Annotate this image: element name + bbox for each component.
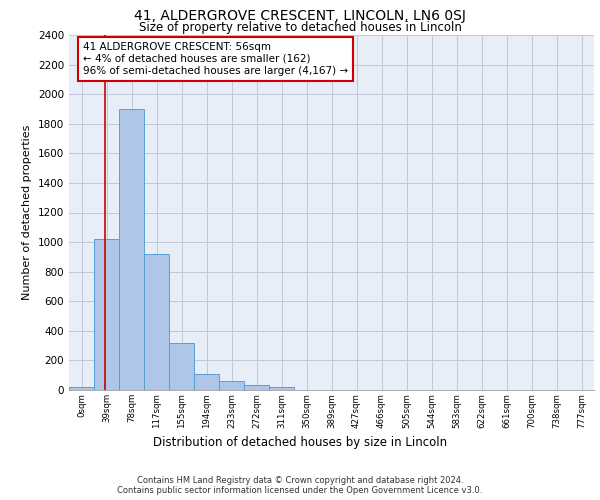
Bar [244, 385, 269, 390]
Bar [269, 387, 294, 390]
Y-axis label: Number of detached properties: Number of detached properties [22, 125, 32, 300]
Text: 41, ALDERGROVE CRESCENT, LINCOLN, LN6 0SJ: 41, ALDERGROVE CRESCENT, LINCOLN, LN6 0S… [134, 9, 466, 23]
Bar [94, 239, 119, 390]
Bar [194, 374, 219, 390]
Bar [69, 387, 94, 390]
Text: 41 ALDERGROVE CRESCENT: 56sqm
← 4% of detached houses are smaller (162)
96% of s: 41 ALDERGROVE CRESCENT: 56sqm ← 4% of de… [83, 42, 348, 76]
Text: Contains HM Land Registry data © Crown copyright and database right 2024.
Contai: Contains HM Land Registry data © Crown c… [118, 476, 482, 495]
Text: Size of property relative to detached houses in Lincoln: Size of property relative to detached ho… [139, 21, 461, 34]
Text: Distribution of detached houses by size in Lincoln: Distribution of detached houses by size … [153, 436, 447, 449]
Bar [219, 382, 244, 390]
Bar [119, 109, 144, 390]
Bar [169, 344, 194, 390]
Bar [144, 254, 169, 390]
